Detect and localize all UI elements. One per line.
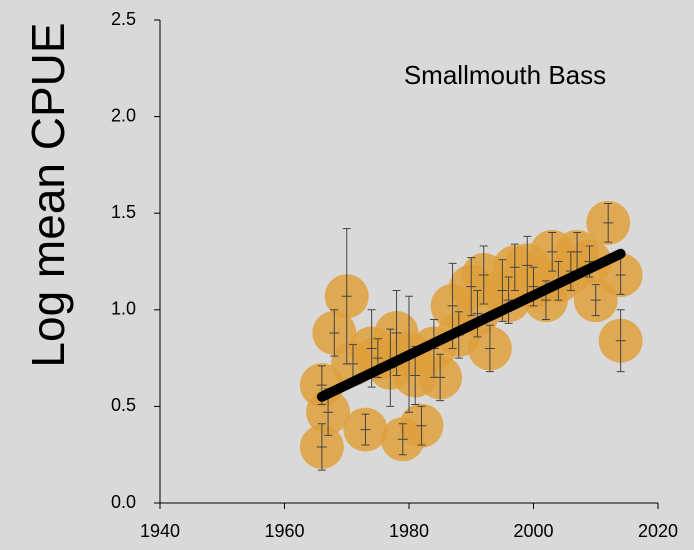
error-bar bbox=[540, 280, 551, 320]
y-tick-label: 2.5 bbox=[111, 9, 136, 29]
error-bar bbox=[509, 243, 520, 291]
y-tick-label: 2.0 bbox=[111, 105, 136, 125]
error-bar bbox=[447, 262, 458, 349]
x-tick-label: 2020 bbox=[638, 521, 678, 541]
error-bar bbox=[416, 405, 427, 446]
error-bar bbox=[316, 423, 327, 471]
error-bar bbox=[603, 203, 614, 243]
y-tick-label: 1.0 bbox=[111, 299, 136, 319]
error-bar bbox=[497, 259, 508, 322]
y-axis-label: Log mean CPUE bbox=[22, 22, 74, 367]
y-tick-label: 1.5 bbox=[111, 202, 136, 222]
x-tick-label: 1980 bbox=[389, 521, 429, 541]
error-bar bbox=[584, 245, 595, 278]
error-bar bbox=[466, 257, 477, 317]
error-bar bbox=[615, 255, 626, 295]
error-bar bbox=[323, 388, 334, 436]
error-bar bbox=[478, 245, 489, 305]
error-bar bbox=[528, 266, 539, 307]
x-tick-label: 1940 bbox=[140, 521, 180, 541]
y-tick-label: 0.5 bbox=[111, 395, 136, 415]
y-tick-label: 0.0 bbox=[111, 492, 136, 512]
error-bar bbox=[341, 228, 352, 365]
error-bar bbox=[565, 251, 576, 291]
error-bar bbox=[391, 289, 402, 376]
x-tick-label: 1960 bbox=[264, 521, 304, 541]
error-bar bbox=[329, 309, 340, 357]
error-bar bbox=[472, 289, 483, 338]
error-bar bbox=[316, 365, 327, 405]
error-bar bbox=[372, 338, 383, 378]
error-bar bbox=[410, 346, 421, 405]
error-bar bbox=[366, 309, 377, 388]
error-bar bbox=[397, 423, 408, 456]
trend-line bbox=[316, 248, 626, 402]
error-bar bbox=[484, 324, 495, 373]
error-bar bbox=[503, 276, 514, 324]
error-bar bbox=[615, 309, 626, 373]
x-tick-label: 2000 bbox=[513, 521, 553, 541]
error-bar bbox=[360, 413, 371, 446]
error-bar bbox=[547, 232, 558, 272]
annotation: Smallmouth Bass bbox=[404, 60, 606, 90]
error-bar bbox=[590, 284, 601, 317]
error-bar bbox=[435, 353, 446, 402]
